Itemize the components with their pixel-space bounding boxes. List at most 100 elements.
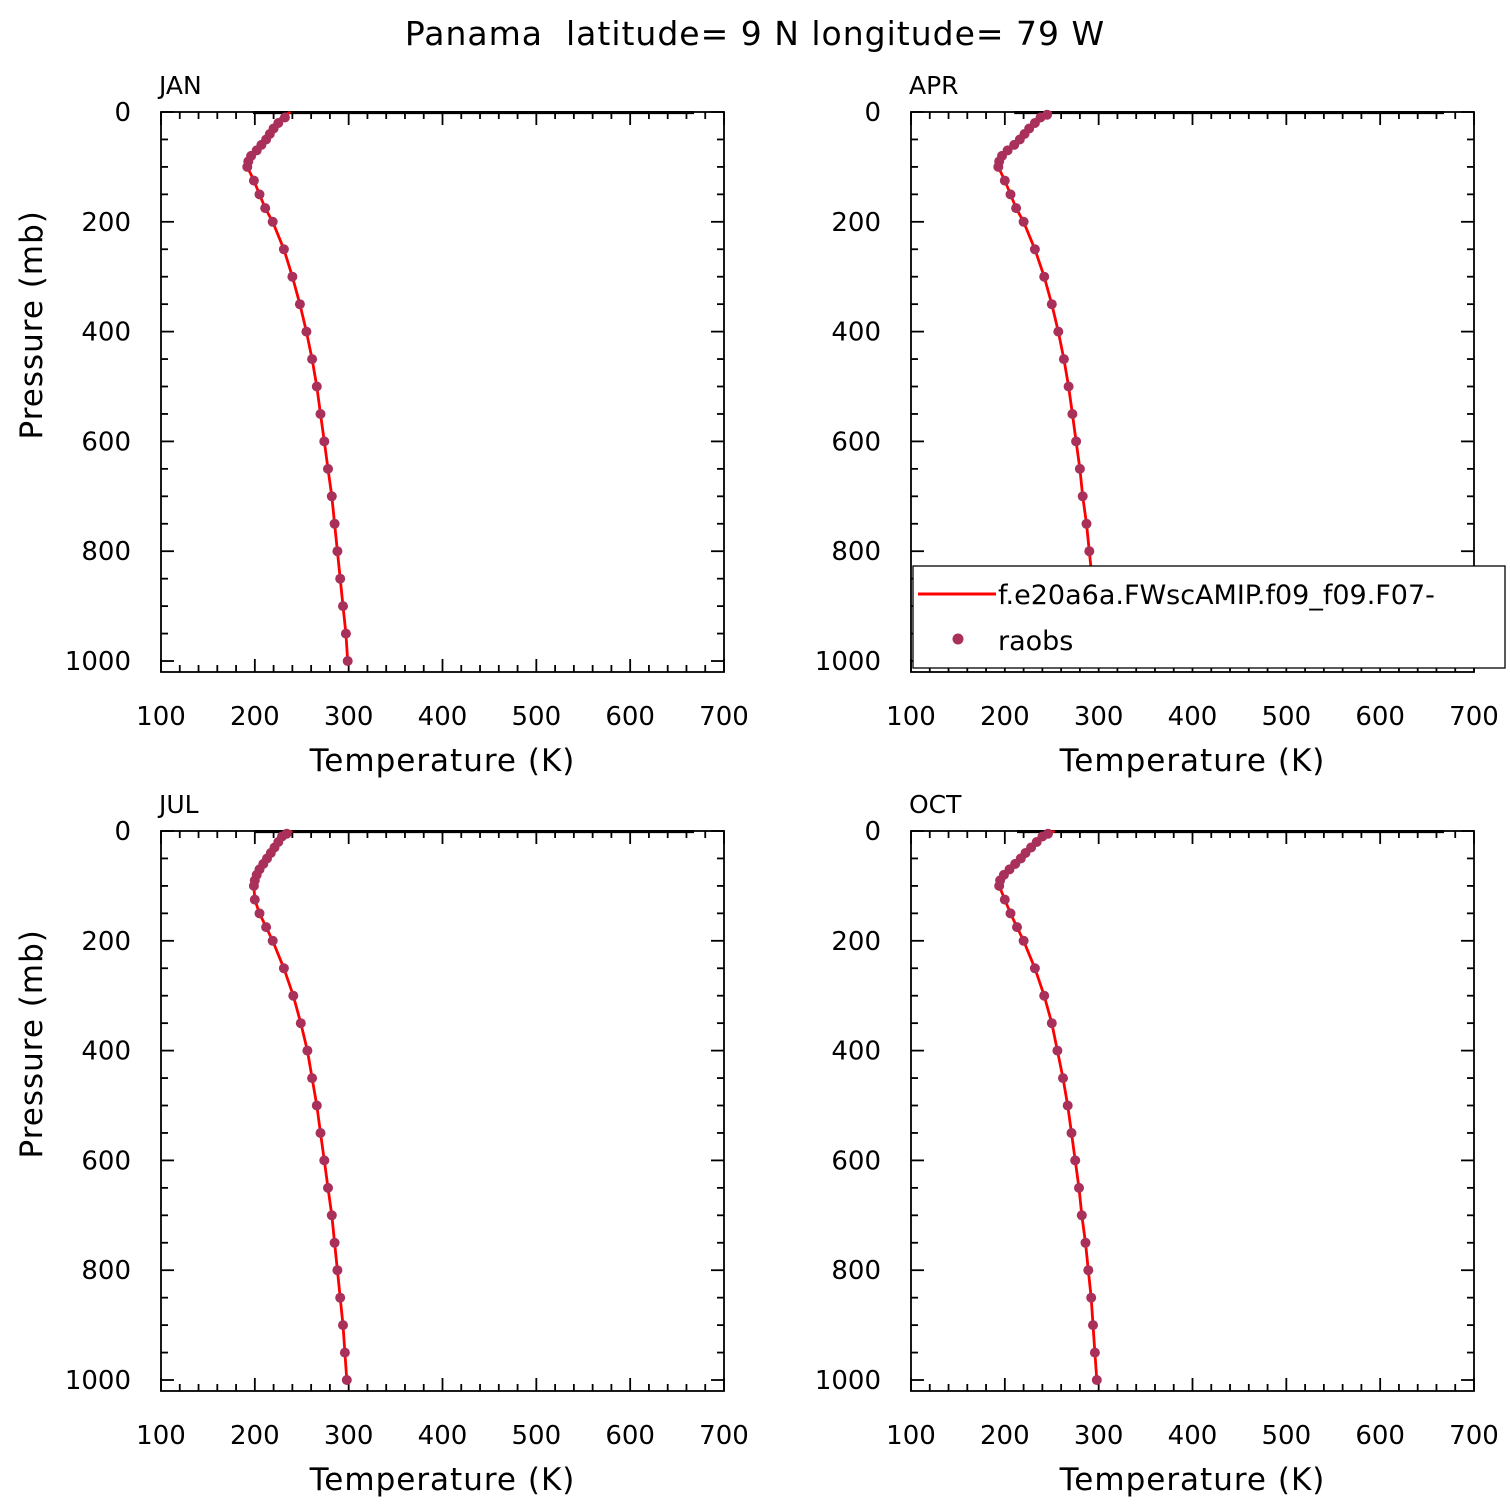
raobs-point	[332, 546, 343, 557]
panel-label: OCT	[909, 790, 962, 819]
raobs-point	[1077, 491, 1088, 502]
raobs-point	[1046, 1018, 1057, 1029]
raobs-point	[1039, 990, 1050, 1001]
x-tick-label: 100	[886, 1421, 936, 1451]
raobs-point	[1053, 326, 1064, 337]
raobs-point	[249, 894, 260, 905]
y-axis-title: Pressure (mb)	[14, 929, 50, 1158]
legend-obs-label: raobs	[998, 626, 1073, 657]
raobs-point	[1011, 203, 1022, 214]
raobs-point	[260, 203, 271, 214]
x-axis-title: Temperature (K)	[309, 1462, 576, 1498]
raobs-point	[1066, 1128, 1077, 1138]
raobs-point	[1083, 1265, 1094, 1276]
raobs-point	[1071, 436, 1082, 447]
y-tick-label: 0	[114, 98, 131, 128]
y-tick-label: 800	[831, 1256, 881, 1286]
legend: f.e20a6a.FWscAMIP.f09_f09.F07- raobs	[912, 565, 1506, 669]
raobs-point	[307, 354, 318, 365]
x-tick-label: 700	[699, 1421, 749, 1451]
x-tick-label: 600	[1355, 702, 1405, 732]
raobs-point	[1091, 1375, 1102, 1385]
x-tick-label: 400	[418, 702, 468, 732]
y-tick-label: 1000	[815, 1366, 881, 1396]
y-tick-label: 800	[81, 537, 131, 567]
raobs-point	[994, 880, 1005, 891]
raobs-point	[242, 161, 253, 172]
raobs-point	[1018, 216, 1029, 227]
y-axis-title: Pressure (mb)	[14, 210, 50, 439]
raobs-point	[1005, 908, 1016, 919]
y-tick-label: 0	[114, 817, 131, 847]
x-axis-title: Temperature (K)	[309, 743, 576, 779]
raobs-point	[338, 1320, 348, 1331]
chart-panel-jan: 100 200 300 400 500 600 700 0 200 400 600 800 1000 JA…	[14, 71, 749, 779]
x-tick-label: 700	[1449, 702, 1499, 732]
x-tick-label: 200	[230, 702, 280, 732]
raobs-point	[248, 175, 259, 186]
x-tick-label: 600	[605, 1421, 655, 1451]
y-tick-label: 800	[831, 537, 881, 567]
raobs-point	[335, 1292, 346, 1303]
raobs-point	[279, 112, 290, 123]
figure-title: Panama latitude= 9 N longitude= 79 W	[405, 14, 1105, 53]
y-tick-label: 1000	[65, 647, 131, 677]
plot-frame	[910, 830, 1475, 1392]
raobs-point	[326, 491, 337, 502]
raobs-point	[1018, 935, 1029, 946]
raobs-point	[315, 1128, 326, 1138]
raobs-point	[311, 1100, 322, 1111]
raobs-point	[1089, 1347, 1100, 1358]
x-tick-label: 100	[886, 702, 936, 732]
x-tick-label: 300	[1074, 1421, 1124, 1451]
raobs-point	[993, 161, 1004, 172]
panel-label: JAN	[157, 71, 202, 100]
y-tick-label: 0	[864, 98, 881, 128]
raobs-point	[267, 216, 278, 227]
panel-label: JUL	[157, 790, 199, 819]
raobs-point	[1012, 922, 1022, 933]
x-tick-label: 400	[1168, 702, 1218, 732]
chart-panel-apr: 100 200 300 400 500 600 700 0 200 400 600 800 1000 AP…	[815, 71, 1499, 779]
y-tick-label: 600	[831, 427, 881, 457]
raobs-point	[311, 381, 322, 392]
raobs-point	[1067, 409, 1078, 419]
raobs-point	[1081, 518, 1092, 529]
raobs-point	[1009, 139, 1020, 150]
x-tick-label: 400	[1168, 1421, 1218, 1451]
model-series-line	[252, 829, 349, 1381]
y-tick-label: 0	[864, 817, 881, 847]
raobs-point	[1052, 1045, 1063, 1056]
raobs-point	[332, 1265, 343, 1276]
raobs-point	[326, 1210, 337, 1221]
y-tick-label: 400	[81, 318, 131, 348]
raobs-point	[1005, 189, 1016, 200]
panels: 100 200 300 400 500 600 70002004006008001000JA…	[14, 71, 1499, 1498]
x-tick-label: 500	[512, 702, 562, 732]
raobs-point	[1084, 546, 1095, 557]
axis-ticks	[910, 830, 1475, 1391]
raobs-point	[295, 1018, 306, 1029]
raobs-point	[319, 1155, 330, 1166]
raobs-point	[319, 436, 330, 447]
x-tick-label: 600	[1355, 1421, 1405, 1451]
y-tick-label: 1000	[815, 647, 881, 677]
raobs-point	[1070, 1155, 1081, 1166]
raobs-point	[1029, 963, 1040, 974]
raobs-point	[1062, 1100, 1073, 1111]
y-tick-label: 400	[831, 1037, 881, 1067]
raobs-point	[340, 628, 351, 639]
raobs-point	[254, 189, 265, 200]
y-tick-label: 800	[81, 1256, 131, 1286]
y-tick-label: 200	[831, 927, 881, 957]
x-tick-label: 300	[324, 1421, 374, 1451]
raobs-point	[261, 922, 272, 933]
raobs-point	[1086, 1292, 1097, 1303]
raobs-point	[335, 573, 346, 584]
raobs-point	[341, 1375, 352, 1385]
y-tick-label: 200	[831, 208, 881, 238]
legend-obs-marker-swatch	[952, 633, 964, 645]
x-axis-title: Temperature (K)	[1059, 1462, 1326, 1498]
raobs-point	[294, 299, 305, 310]
